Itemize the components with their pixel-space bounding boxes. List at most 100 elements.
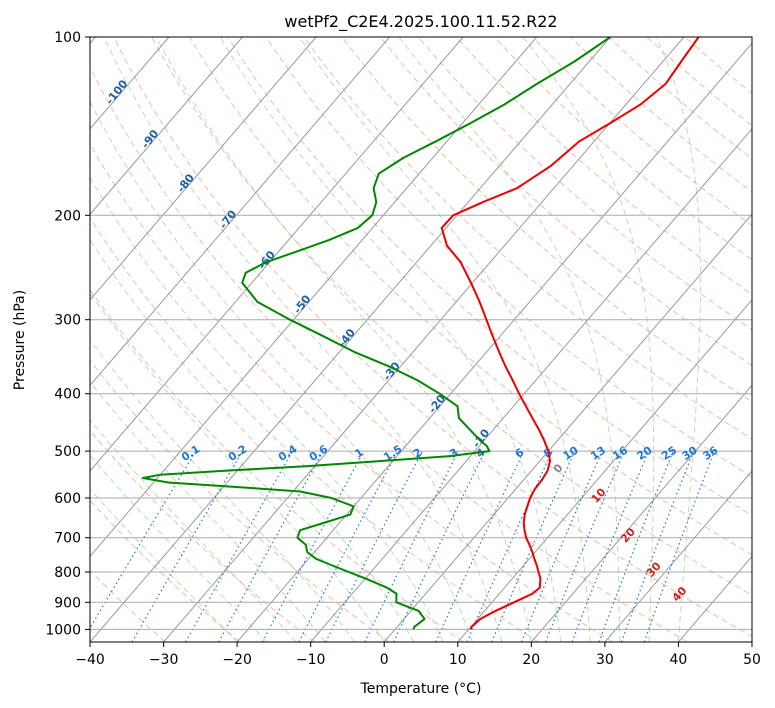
- dry-adiabat: [455, 37, 752, 295]
- isotherm: [310, 128, 752, 642]
- isotherm: [236, 42, 752, 642]
- x-tick-label: −10: [296, 652, 326, 668]
- isotherm: [530, 384, 752, 642]
- isotherm: [604, 470, 752, 642]
- mixing-ratio-label: 0.1: [179, 443, 202, 465]
- moist-adiabat: [655, 37, 701, 642]
- y-tick-label: 300: [54, 313, 81, 329]
- dry-adiabat: [90, 217, 539, 642]
- x-axis: −40 −30 −20 −10 0 10 20 30 40 50: [75, 642, 761, 668]
- isotherm: [163, 37, 685, 642]
- mixing-ratio-line: [571, 450, 650, 642]
- isotherm: [90, 37, 243, 216]
- moist-adiabat: [90, 176, 444, 642]
- isotherm: [457, 299, 752, 642]
- moist-adiabat: [90, 419, 297, 642]
- y-tick-label: 900: [54, 595, 81, 611]
- dry-adiabat: [90, 66, 688, 642]
- dry-adiabat: [265, 37, 752, 478]
- y-axis: 100 200 300 400 500 600 700 800 900 1000: [45, 30, 90, 638]
- mixing-ratio-label: 10: [561, 443, 581, 462]
- mixing-ratio-label: 16: [610, 443, 630, 462]
- isotherm: [90, 37, 464, 472]
- dry-adiabat: [90, 359, 390, 642]
- dry-adiabat: [417, 37, 752, 331]
- moist-adiabat: [155, 37, 532, 642]
- dry-adiabat-label: 10: [589, 485, 609, 505]
- moist-adiabat: [298, 37, 591, 642]
- dry-adiabat: [189, 37, 752, 556]
- x-tick-label: 10: [449, 652, 467, 668]
- dry-adiabat: [90, 429, 315, 642]
- isotherm: [90, 37, 317, 301]
- x-tick-label: 40: [669, 652, 687, 668]
- moist-adiabat: [90, 488, 238, 642]
- y-tick-label: 800: [54, 565, 81, 581]
- dry-adiabat: [113, 37, 752, 638]
- mixing-ratio-label: 0.6: [307, 442, 331, 464]
- dry-adiabat: [646, 37, 752, 127]
- x-tick-label: −30: [149, 652, 179, 668]
- isotherm: [678, 555, 752, 642]
- mixing-ratio-label: 3: [447, 446, 461, 461]
- dry-adiabat: [151, 37, 752, 596]
- moist-adiabat: [219, 37, 562, 642]
- dry-adiabat: [90, 143, 613, 642]
- mixing-ratio-label: 30: [680, 443, 700, 462]
- moist-adiabat: [90, 339, 356, 642]
- y-tick-label: 100: [54, 30, 81, 46]
- isotherm-label: -40: [336, 326, 359, 350]
- y-tick-label: 400: [54, 387, 81, 403]
- mixing-ratio-label: 36: [701, 443, 721, 462]
- mixing-ratio-line: [90, 450, 197, 630]
- x-axis-label: Temperature (°C): [360, 681, 482, 697]
- mixing-ratio-line: [218, 450, 324, 642]
- mixing-ratio-line: [131, 450, 244, 642]
- dry-adiabat: [608, 37, 752, 160]
- moist-adiabat: [103, 37, 503, 642]
- isotherm: [90, 37, 611, 642]
- moist-adiabat: [90, 292, 385, 642]
- moist-adiabat: [398, 37, 621, 642]
- isotherm-label: -10: [470, 426, 493, 450]
- x-tick-label: 30: [596, 652, 614, 668]
- background-lines: [90, 37, 752, 642]
- y-tick-label: 200: [54, 208, 81, 224]
- dry-adiabat-label: 40: [670, 584, 690, 604]
- y-tick-label: 600: [54, 491, 81, 507]
- dry-adiabat: [227, 37, 752, 517]
- mixing-ratio-line: [325, 450, 423, 642]
- dry-adiabat: [684, 37, 752, 94]
- dry-adiabat-label: 20: [618, 525, 638, 545]
- moist-adiabat: [90, 100, 473, 642]
- dry-adiabat: [532, 37, 752, 227]
- mixing-ratio-line: [491, 450, 576, 642]
- mixing-ratio-line: [435, 450, 525, 642]
- x-tick-label: −20: [222, 652, 252, 668]
- mixing-ratio-line: [643, 450, 715, 642]
- x-tick-label: 0: [380, 652, 389, 668]
- mixing-ratio-label: 6: [513, 446, 527, 461]
- mixing-ratio-label: 0.4: [276, 442, 300, 464]
- x-tick-label: −40: [75, 652, 105, 668]
- mixing-ratio-line: [393, 450, 486, 642]
- dewpoint-line: [141, 37, 611, 630]
- isotherm-label: -20: [426, 392, 449, 416]
- isoline-labels: 0.1 0.2 0.4 0.6 1 1.5 2 3 4 6 8 10 13 16 20 25 30 36-100-…: [103, 77, 720, 604]
- mixing-ratio-line: [364, 450, 459, 642]
- pressure-grid: [90, 37, 752, 630]
- mixing-ratio-line: [261, 450, 365, 642]
- dry-adiabat: [303, 37, 752, 440]
- mixing-ratio-line: [598, 450, 674, 642]
- chart-title: wetPf2_C2E4.2025.100.11.52.R22: [284, 12, 557, 32]
- isotherm: [90, 37, 538, 558]
- isotherm-label: -70: [217, 207, 240, 231]
- isotherm: [383, 213, 752, 642]
- mixing-ratio-label: 25: [659, 444, 679, 463]
- temperature-line: [440, 37, 700, 630]
- dry-adiabat: [90, 569, 166, 642]
- y-tick-label: 1000: [45, 622, 81, 638]
- dry-adiabat: [90, 289, 464, 642]
- isotherm: [751, 641, 752, 642]
